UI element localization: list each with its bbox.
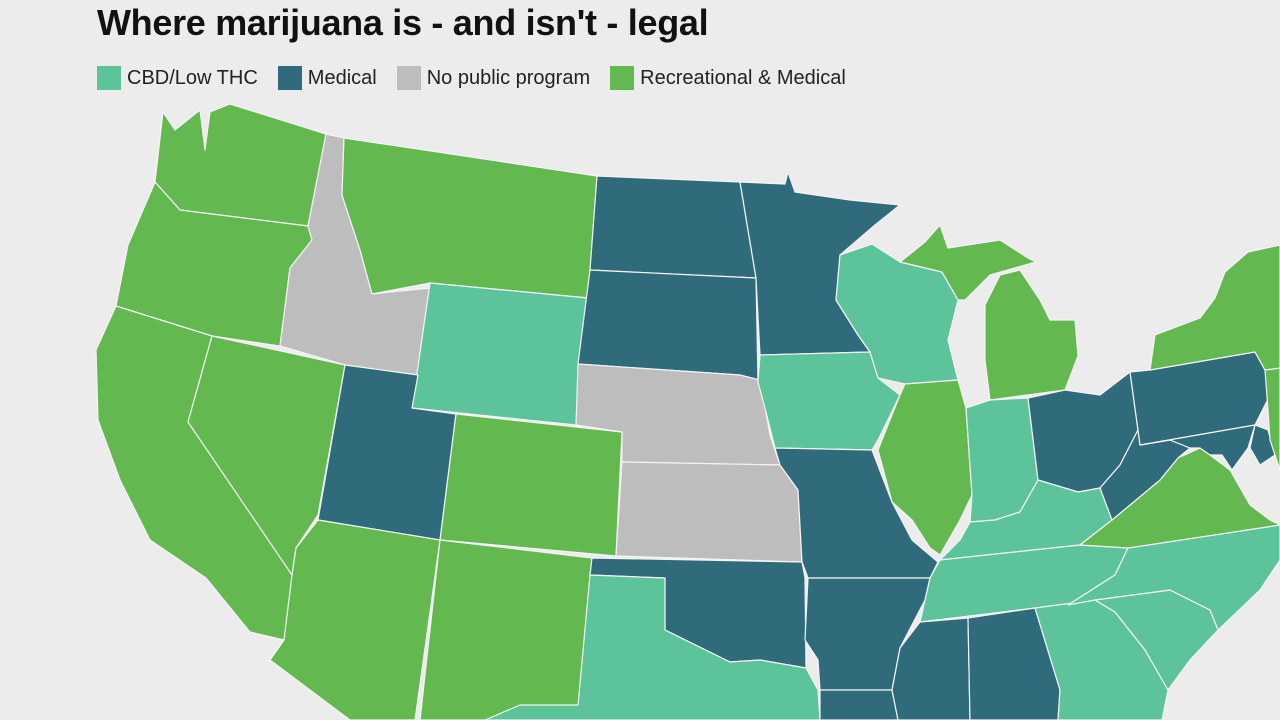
map-title: Where marijuana is - and isn't - legal <box>97 2 709 43</box>
state-montana[interactable] <box>341 137 598 299</box>
legend-swatch-none <box>396 66 421 90</box>
legend-item-rec: Recreational & Medical <box>610 66 846 90</box>
state-new-york[interactable] <box>1149 244 1280 371</box>
state-delaware[interactable] <box>1249 424 1276 466</box>
state-texas[interactable] <box>484 574 821 720</box>
state-new-mexico[interactable] <box>419 539 593 720</box>
legend-label-none: No public program <box>426 66 591 89</box>
legend-item-none: No public program <box>396 66 591 90</box>
legend-item-cbd: CBD/Low THC <box>97 66 258 90</box>
state-wisconsin[interactable] <box>835 243 959 385</box>
state-louisiana[interactable] <box>819 689 899 720</box>
legend-label-medical: Medical <box>307 66 377 89</box>
legend-label-rec: Recreational & Medical <box>640 66 846 89</box>
state-washington[interactable] <box>154 103 327 227</box>
state-arizona[interactable] <box>269 519 441 720</box>
legend: CBD/Low THC Medical No public program Re… <box>97 66 866 90</box>
state-colorado[interactable] <box>439 413 623 557</box>
legend-item-medical: Medical <box>277 66 377 90</box>
state-maryland[interactable] <box>1139 424 1256 471</box>
state-wyoming[interactable] <box>411 282 589 426</box>
legend-swatch-rec <box>610 66 635 90</box>
state-michigan[interactable] <box>899 224 1079 401</box>
state-kansas[interactable] <box>615 461 803 563</box>
legend-swatch-medical <box>277 66 302 90</box>
state-illinois[interactable] <box>877 379 973 556</box>
legend-label-cbd: CBD/Low THC <box>127 66 258 89</box>
state-north-carolina[interactable] <box>1067 524 1280 631</box>
state-north-dakota[interactable] <box>589 175 757 279</box>
legend-swatch-cbd <box>97 66 121 90</box>
state-south-dakota[interactable] <box>577 269 759 383</box>
